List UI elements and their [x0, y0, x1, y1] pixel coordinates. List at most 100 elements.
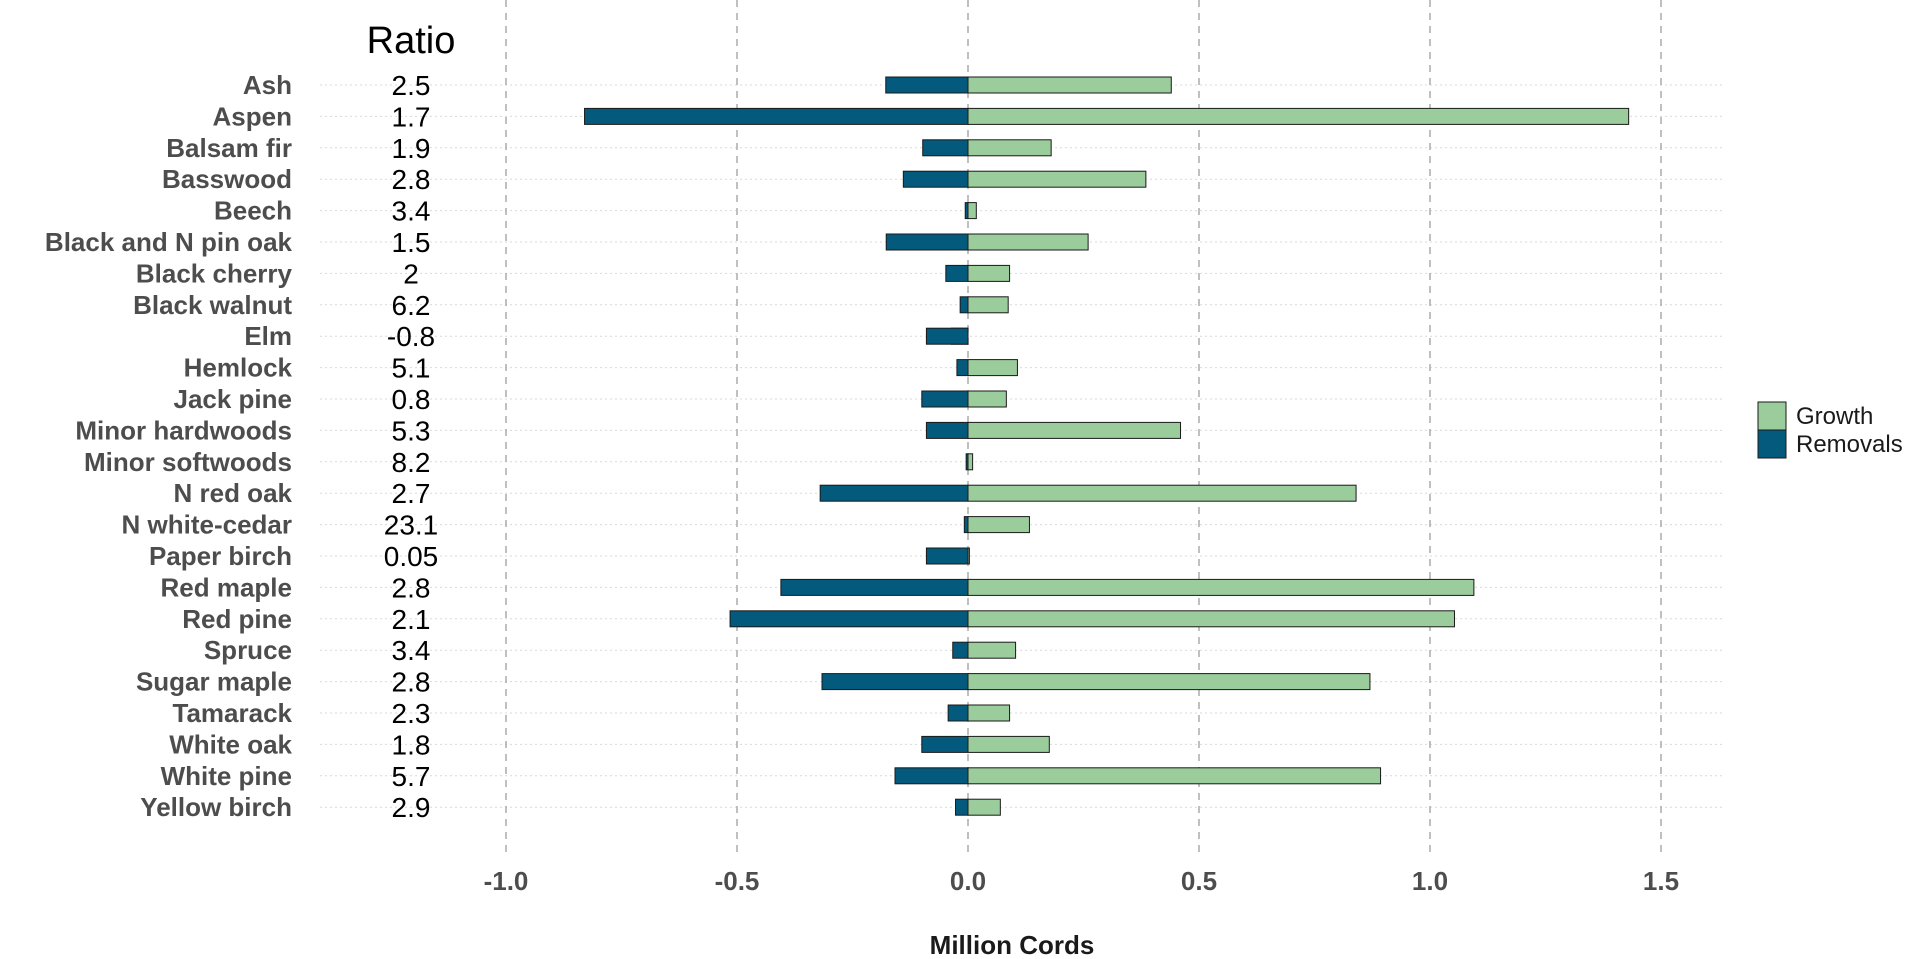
removals-bar: [965, 453, 969, 471]
x-tick-label: 1.0: [1412, 866, 1448, 896]
legend-label-removals: Removals: [1796, 431, 1903, 458]
removals-bar: [963, 516, 969, 534]
legend-key-growth: [1757, 401, 1787, 431]
x-tick-label: -0.5: [715, 866, 760, 896]
x-axis-title: Million Cords: [930, 930, 1095, 959]
removals-bar: [947, 704, 969, 722]
ratio-value: 1.8: [392, 729, 431, 760]
category-label: Basswood: [162, 164, 292, 194]
category-label: White pine: [161, 761, 292, 791]
ratio-value: 0.05: [384, 541, 439, 572]
ratio-value: 2.1: [392, 604, 431, 635]
growth-bar: [967, 704, 1011, 722]
ratio-value: 2.8: [392, 572, 431, 603]
category-label: Aspen: [213, 101, 292, 131]
growth-bar: [967, 390, 1007, 408]
growth-bar: [967, 484, 1357, 502]
removals-bar: [729, 610, 969, 628]
removals-bar: [821, 673, 969, 691]
bars: [584, 76, 1630, 816]
ratio-value: 6.2: [392, 290, 431, 321]
growth-bar: [967, 798, 1001, 816]
ratio-value: -0.8: [387, 321, 435, 352]
legend-key-removals: [1757, 429, 1787, 459]
removals-bar: [921, 735, 969, 753]
ratio-value: 1.9: [392, 133, 431, 164]
removals-bar: [885, 76, 969, 94]
category-label: Beech: [214, 196, 292, 226]
removals-bar: [819, 484, 969, 502]
x-tick-label: 0.0: [950, 866, 986, 896]
growth-bar: [967, 421, 1182, 439]
growth-bar: [967, 641, 1017, 659]
removals-bar: [959, 296, 969, 314]
ratio-value: 2: [403, 258, 419, 289]
removals-bar: [964, 202, 969, 220]
growth-bar: [967, 673, 1371, 691]
ratio-value: 23.1: [384, 510, 439, 541]
growth-bar: [967, 170, 1147, 188]
legend-label-growth: Growth: [1796, 403, 1873, 430]
grid-lines: [320, 0, 1725, 854]
removals-bar: [885, 233, 969, 251]
category-label: Hemlock: [184, 353, 293, 383]
growth-bar: [967, 296, 1009, 314]
growth-bar: [967, 453, 974, 471]
category-label: Black cherry: [136, 258, 293, 288]
removals-bar: [956, 359, 969, 377]
category-label: Minor hardwoods: [75, 415, 292, 445]
category-label: Ash: [243, 70, 292, 100]
ratio-value: 2.9: [392, 792, 431, 823]
growth-bar: [967, 359, 1018, 377]
removals-bar: [925, 547, 969, 565]
category-label: Red maple: [161, 572, 293, 602]
ratio-value: 5.3: [392, 415, 431, 446]
category-label: Tamarack: [173, 698, 293, 728]
x-tick-label: 1.5: [1643, 866, 1679, 896]
removals-bar: [894, 767, 969, 785]
category-label: N white-cedar: [122, 510, 293, 540]
category-label: White oak: [169, 729, 292, 759]
category-label: Elm: [244, 321, 292, 351]
category-label: Black walnut: [133, 290, 292, 320]
category-label: Sugar maple: [136, 667, 292, 697]
x-axis-ticks: -1.0 -0.5 0.0 0.5 1.0 1.5: [484, 866, 1679, 896]
removals-bar: [922, 139, 969, 157]
ratio-value: 5.1: [392, 353, 431, 384]
removals-bar: [925, 327, 969, 345]
category-label: Black and N pin oak: [45, 227, 293, 257]
category-label: Minor softwoods: [84, 447, 292, 477]
removals-bar: [952, 641, 969, 659]
ratio-value: 3.4: [392, 196, 431, 227]
ratio-value: 2.3: [392, 698, 431, 729]
category-label: Paper birch: [149, 541, 292, 571]
removals-bar: [955, 798, 969, 816]
x-tick-label: -1.0: [484, 866, 529, 896]
ratio-value: 5.7: [392, 761, 431, 792]
ratio-title: Ratio: [367, 20, 456, 62]
removals-bar: [780, 578, 969, 596]
ratio-value: 3.4: [392, 635, 431, 666]
category-label: N red oak: [174, 478, 293, 508]
growth-bar: [967, 264, 1011, 282]
removals-bar: [921, 390, 969, 408]
growth-bar: [967, 76, 1172, 94]
growth-bar: [967, 735, 1050, 753]
ratio-value: 2.7: [392, 478, 431, 509]
removals-bar: [902, 170, 969, 188]
growth-bar: [967, 233, 1089, 251]
category-label: Yellow birch: [140, 792, 292, 822]
category-label: Red pine: [182, 604, 292, 634]
growth-bar: [967, 610, 1455, 628]
category-label: Spruce: [204, 635, 292, 665]
removals-bar: [925, 421, 969, 439]
ratio-value: 2.8: [392, 667, 431, 698]
growth-bar: [967, 107, 1630, 125]
growth-bar: [967, 767, 1382, 785]
growth-bar: [967, 516, 1030, 534]
ratio-value: 2.8: [392, 164, 431, 195]
growth-bar: [967, 139, 1052, 157]
